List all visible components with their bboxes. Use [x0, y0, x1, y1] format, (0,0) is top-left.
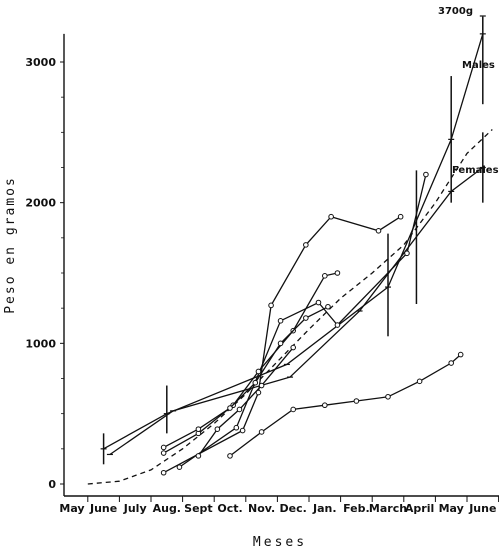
series-line [229, 354, 462, 457]
y-tick-label: 1000 [25, 337, 56, 350]
data-point [176, 464, 183, 470]
females-annotation: Females [452, 165, 499, 176]
x-tick-label: Jan. [312, 502, 337, 515]
x-tick-label: Oct. [217, 502, 242, 515]
max-weight-annotation: 3700g [438, 6, 473, 17]
data-point [334, 270, 341, 276]
y-tick-label: 3000 [25, 56, 56, 69]
x-tick-label: March [369, 502, 407, 515]
average-curve-layer [87, 129, 493, 485]
data-point [277, 318, 284, 324]
data-point [416, 378, 423, 385]
y-tick-label: 0 [48, 478, 56, 491]
y-tick-label: 2000 [25, 197, 56, 210]
series-line [109, 166, 484, 456]
data-point [325, 303, 331, 310]
x-tick-label: Aug. [153, 502, 181, 515]
data-point [258, 382, 265, 389]
data-point [195, 453, 202, 459]
data-point [160, 444, 167, 451]
x-axis-label: Meses [253, 535, 307, 550]
data-point [303, 315, 309, 321]
data-point [423, 171, 429, 178]
x-tick-label: Nov. [248, 502, 275, 515]
data-point [290, 406, 297, 413]
series-line [163, 215, 401, 474]
data-point [404, 250, 410, 257]
data-point [315, 299, 322, 306]
data-point [239, 427, 246, 434]
axes: May June July Aug. Sept Oct. Nov. Dec. Jan. Feb. M… [25, 33, 499, 515]
series-line [103, 33, 484, 450]
data-point [236, 406, 243, 413]
data-point [258, 429, 265, 435]
data-point [290, 344, 297, 351]
y-axis-label: Peso en gramos [3, 176, 18, 314]
data-point [385, 393, 391, 400]
data-point [255, 389, 262, 396]
series-line [197, 347, 294, 457]
x-tick-label: May [439, 502, 464, 515]
data-point [397, 213, 404, 220]
data-point [160, 450, 167, 456]
data-point [457, 351, 464, 358]
x-tick-label: June [89, 502, 117, 515]
data-point [303, 242, 309, 248]
data-point [448, 360, 455, 366]
data-point [322, 273, 328, 279]
labels-layer: Meses Peso en gramos Males Females 3700g [3, 6, 499, 550]
data-point [328, 213, 334, 220]
x-tick-label: Sept [184, 502, 213, 515]
x-tick-label: April [405, 502, 434, 515]
x-tick-label: Feb. [343, 502, 370, 515]
data-point [227, 453, 233, 459]
data-point [160, 469, 167, 476]
x-tick-label: Dec. [280, 502, 307, 515]
data-point [252, 379, 259, 386]
data-point [375, 228, 382, 234]
data-point [322, 402, 328, 409]
error-bar-layer [102, 15, 486, 465]
data-point [255, 368, 262, 375]
series-layer [100, 33, 486, 476]
x-tick-label: June [468, 502, 496, 515]
data-point [214, 426, 221, 432]
data-point [277, 340, 284, 347]
males-annotation: Males [462, 60, 495, 71]
data-point [227, 405, 233, 411]
x-tick-label: May [59, 502, 84, 515]
average-curve [87, 129, 493, 485]
data-point [353, 398, 360, 404]
series-line [163, 306, 329, 448]
x-tick-label: July [123, 502, 147, 515]
data-point [195, 426, 202, 432]
data-point [268, 302, 274, 309]
data-point [233, 424, 240, 431]
data-point [334, 322, 341, 328]
series-line [163, 272, 338, 454]
